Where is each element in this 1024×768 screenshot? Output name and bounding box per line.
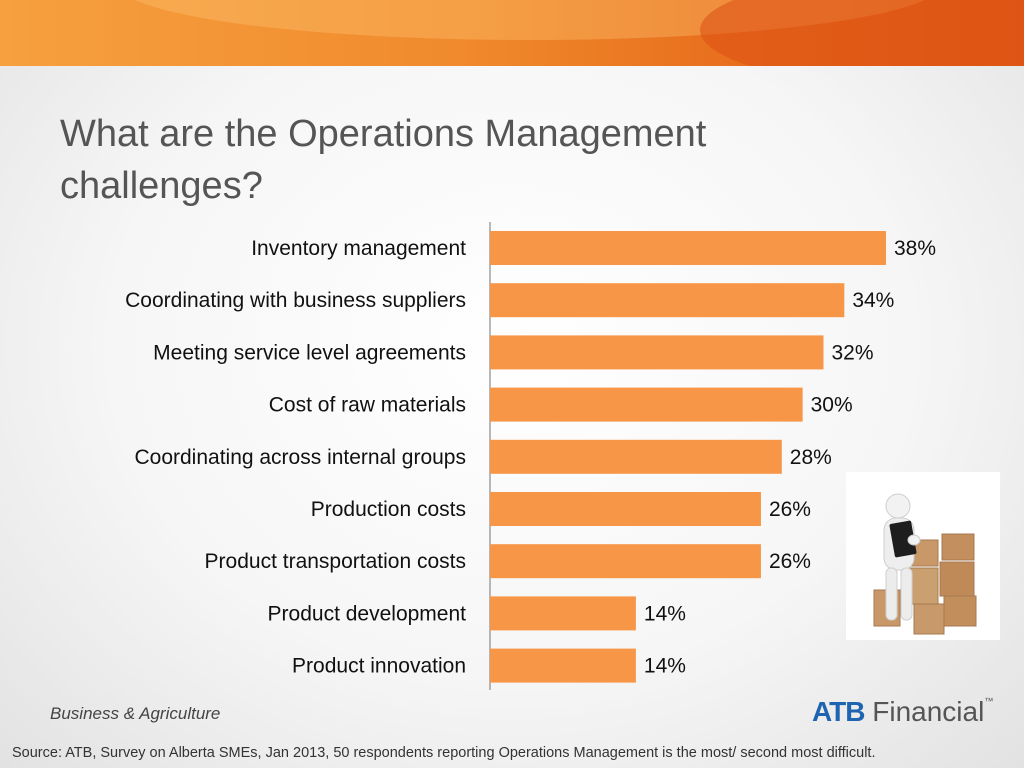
- bar-chart: Inventory management 38% Coordinating with…: [125, 222, 936, 690]
- category-label: Cost of raw materials: [269, 394, 466, 417]
- value-label: 28%: [790, 446, 832, 469]
- bar: [490, 492, 761, 526]
- person-figure-icon: [883, 493, 921, 621]
- bar: [490, 335, 824, 370]
- bar: [490, 596, 636, 631]
- logo-atb: ATB: [812, 696, 865, 727]
- value-label: 34%: [852, 289, 894, 312]
- bar: [490, 231, 886, 265]
- category-label: Inventory management: [251, 237, 466, 260]
- category-label: Coordinating across internal groups: [134, 446, 466, 469]
- logo-trademark: ™: [984, 696, 994, 706]
- footer-division-label: Business & Agriculture: [50, 704, 221, 723]
- value-label: 14%: [644, 602, 686, 625]
- value-label: 32%: [831, 341, 873, 364]
- bar: [490, 283, 845, 318]
- value-label: 30%: [811, 394, 853, 417]
- clipboard-boxes-illustration: [846, 472, 1000, 640]
- header-banner: [0, 0, 1024, 66]
- logo-financial: Financial: [872, 696, 985, 727]
- category-label: Product innovation: [292, 655, 466, 678]
- bar: [490, 544, 761, 579]
- value-label: 14%: [644, 655, 686, 678]
- value-label: 26%: [769, 498, 811, 521]
- bar: [490, 387, 803, 422]
- slide-title: What are the Operations Management chall…: [60, 113, 707, 207]
- category-label: Product transportation costs: [205, 550, 466, 573]
- banner-swoosh-dark: [700, 0, 1024, 66]
- atb-financial-logo: ATB Financial™: [812, 696, 993, 728]
- value-label: 26%: [769, 550, 811, 573]
- category-label: Coordinating with business suppliers: [125, 289, 466, 312]
- value-label: 38%: [894, 237, 936, 260]
- source-note: Source: ATB, Survey on Alberta SMEs, Jan…: [12, 745, 876, 761]
- bar: [490, 439, 782, 474]
- bar: [490, 648, 636, 683]
- category-label: Product development: [268, 602, 467, 625]
- category-label: Meeting service level agreements: [153, 341, 466, 364]
- category-label: Production costs: [311, 498, 466, 521]
